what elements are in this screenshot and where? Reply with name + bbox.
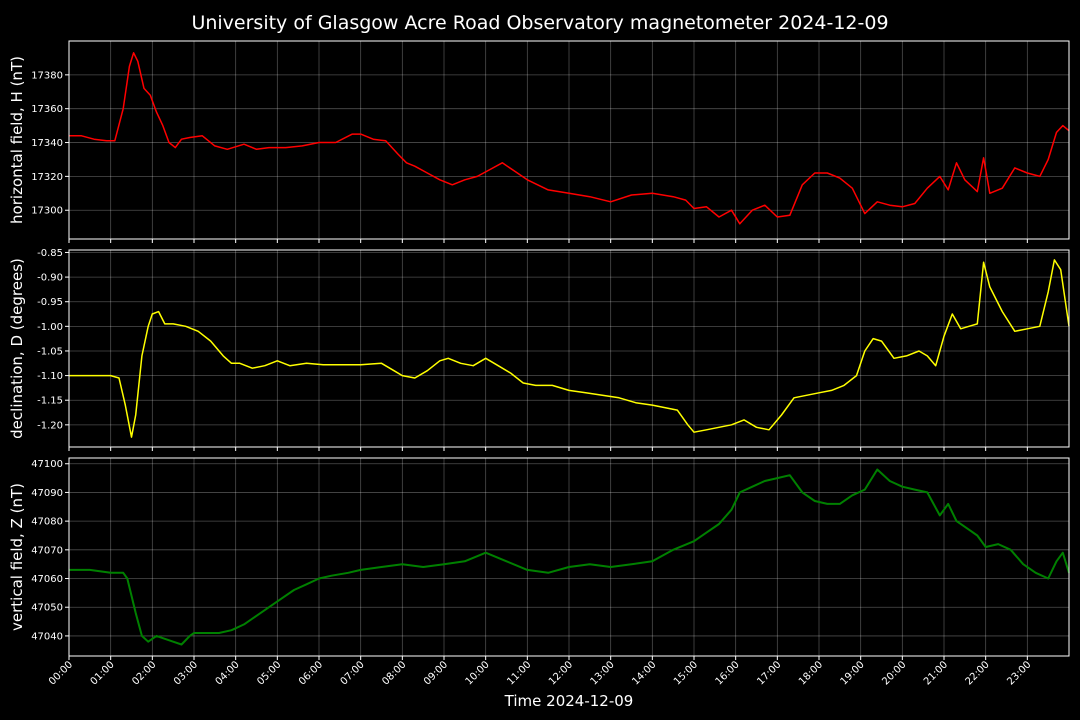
panel-frame: [68, 249, 1070, 448]
y-tick-label: -1.05: [37, 346, 63, 357]
y-tick-label: 47070: [31, 545, 63, 556]
y-tick-label: -1.20: [37, 420, 63, 431]
panel-frame: [68, 40, 1070, 240]
y-tick-label: 17380: [31, 70, 63, 81]
y-tick-label: 47060: [31, 574, 63, 585]
y-axis-label: vertical field, Z (nT): [8, 483, 26, 631]
y-tick-label: 47040: [31, 631, 63, 642]
panel-0: 17300 17320 17340 17360 17380 horizontal fiel…: [8, 40, 1070, 243]
y-tick-label: 17300: [31, 206, 63, 217]
y-tick-label: -1.00: [37, 322, 63, 333]
panel-frame: [68, 457, 1070, 657]
y-tick-label: -0.90: [37, 273, 63, 284]
y-tick-label: -0.85: [37, 248, 63, 259]
series-line-2: [69, 468, 1070, 646]
panel-2: 47040 47050 47060 47070 47080 47090 47100 verti…: [8, 457, 1070, 660]
y-tick-label: 47100: [31, 459, 63, 470]
y-tick-label: 17320: [31, 172, 63, 183]
panel-1: -1.20 -1.15 -1.10 -1.05 -1.00 -0.95 -0.90 -0.85…: [8, 248, 1070, 451]
chart-panels: 17300 17320 17340 17360 17380 horizontal fiel…: [8, 40, 1070, 660]
chart-title: University of Glasgow Acre Road Observat…: [191, 12, 888, 34]
y-tick-label: -1.15: [37, 396, 63, 407]
y-tick-label: -1.10: [37, 371, 63, 382]
y-axis-label: horizontal field, H (nT): [8, 56, 26, 224]
series-line-1: [69, 259, 1070, 438]
series-line-0: [69, 52, 1070, 225]
y-tick-label: 17340: [31, 138, 63, 149]
y-tick-label: 47050: [31, 603, 63, 614]
y-tick-label: -0.95: [37, 297, 63, 308]
y-tick-label: 47080: [31, 517, 63, 528]
y-tick-label: 17360: [31, 104, 63, 115]
y-axis-label: declination, D (degrees): [8, 258, 26, 439]
x-axis-label: Time 2024-12-09: [504, 692, 634, 710]
y-tick-label: 47090: [31, 488, 63, 499]
